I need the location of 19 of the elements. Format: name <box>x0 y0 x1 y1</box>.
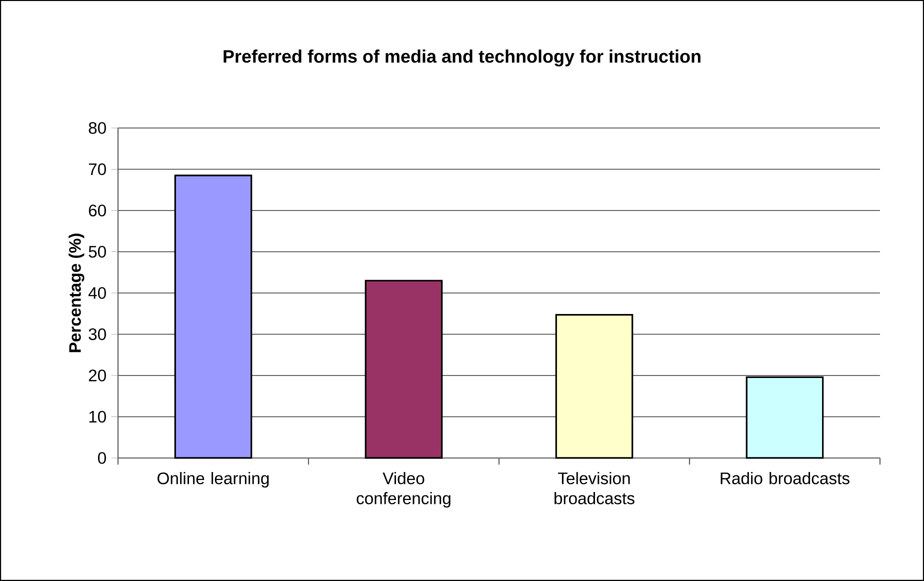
y-axis-title: Percentage (%) <box>68 234 84 352</box>
bar <box>174 174 252 459</box>
y-tick-label: 20 <box>88 370 106 382</box>
x-tick-label: Online learning <box>158 472 269 488</box>
bar <box>746 376 824 459</box>
bar <box>555 314 634 459</box>
bar <box>364 280 443 459</box>
y-tick-label: 70 <box>88 163 106 176</box>
y-tick-label: 30 <box>88 328 106 340</box>
y-tick-label: 0 <box>98 452 106 464</box>
x-tick-label: Video conferencing <box>356 472 450 508</box>
y-tick-label: 10 <box>89 410 106 423</box>
x-tick-label: Radio broadcasts <box>720 472 850 484</box>
y-tick-label: 80 <box>88 122 106 134</box>
y-tick-label: 40 <box>88 287 106 299</box>
x-tick-label: Television broadcasts <box>554 472 634 504</box>
chart-title: Preferred forms of media and technology for instruction <box>224 50 700 66</box>
y-tick-label: 60 <box>88 204 106 216</box>
y-tick-label: 50 <box>88 246 106 258</box>
